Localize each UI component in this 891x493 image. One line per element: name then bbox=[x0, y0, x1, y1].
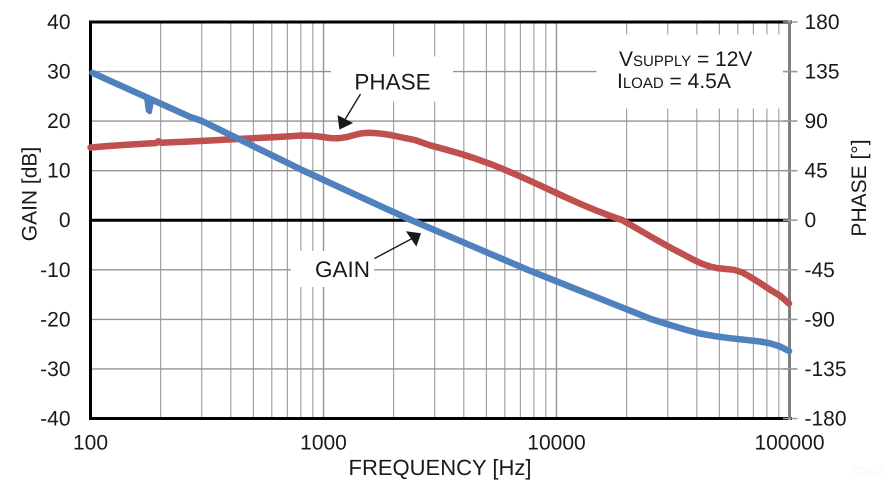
svg-text:ILOAD = 4.5A: ILOAD = 4.5A bbox=[617, 70, 731, 93]
svg-text:GAIN [dB]: GAIN [dB] bbox=[19, 147, 42, 242]
svg-text:180: 180 bbox=[805, 11, 840, 34]
svg-text:-180: -180 bbox=[805, 408, 847, 431]
svg-text:VSUPPLY = 12V: VSUPPLY = 12V bbox=[619, 48, 752, 71]
svg-text:30: 30 bbox=[47, 61, 70, 84]
svg-text:GAIN: GAIN bbox=[315, 257, 370, 282]
svg-text:45: 45 bbox=[805, 160, 828, 183]
svg-text:-40: -40 bbox=[40, 408, 70, 431]
svg-text:PHASE [°]: PHASE [°] bbox=[848, 139, 871, 236]
svg-text:10000: 10000 bbox=[527, 432, 585, 455]
svg-text:1000: 1000 bbox=[300, 432, 347, 455]
svg-text:100000: 100000 bbox=[754, 432, 824, 455]
svg-text:-30: -30 bbox=[40, 358, 70, 381]
svg-text:100: 100 bbox=[73, 432, 108, 455]
svg-text:-10: -10 bbox=[40, 259, 70, 282]
svg-text:0: 0 bbox=[59, 209, 71, 232]
svg-text:-45: -45 bbox=[805, 259, 835, 282]
svg-text:0: 0 bbox=[805, 209, 817, 232]
svg-text:FREQUENCY [Hz]: FREQUENCY [Hz] bbox=[349, 455, 532, 480]
svg-text:-20: -20 bbox=[40, 308, 70, 331]
svg-text:-90: -90 bbox=[805, 308, 835, 331]
svg-text:20: 20 bbox=[47, 110, 70, 133]
svg-text:10: 10 bbox=[47, 160, 70, 183]
svg-text:135: 135 bbox=[805, 61, 840, 84]
svg-text:90: 90 bbox=[805, 110, 828, 133]
svg-text:40: 40 bbox=[47, 11, 70, 34]
svg-text:PHASE: PHASE bbox=[354, 70, 430, 95]
svg-text:-135: -135 bbox=[805, 358, 847, 381]
svg-text:C002: C002 bbox=[852, 464, 883, 479]
